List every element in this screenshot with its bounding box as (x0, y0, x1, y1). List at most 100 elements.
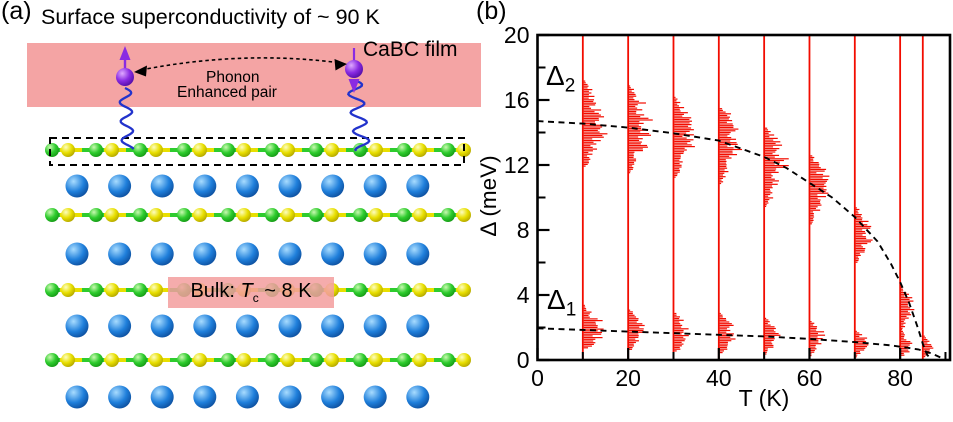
chain-atom-yellow (237, 208, 251, 222)
histogram-bar (628, 92, 635, 94)
histogram-bar (583, 342, 596, 344)
histogram-bar (764, 163, 775, 165)
histogram-T70 (855, 207, 873, 263)
histogram-bar (810, 192, 829, 194)
histogram-bar (674, 144, 692, 146)
chain-atom-yellow (413, 143, 427, 157)
ca-atom (406, 242, 430, 266)
histogram-T30 (674, 96, 695, 178)
chain-atom-green (89, 353, 103, 367)
histogram-bar (719, 125, 734, 127)
histogram-bar (583, 165, 586, 167)
histogram-bar (674, 147, 685, 149)
histogram-bar (855, 227, 871, 229)
chain-atom-yellow (61, 143, 75, 157)
histogram-bar (674, 312, 677, 315)
histogram-T70 (855, 330, 869, 358)
histogram-T40 (719, 108, 743, 185)
histogram-bar (810, 175, 830, 177)
histogram-bar (674, 112, 688, 114)
histogram-bar (628, 143, 641, 145)
histogram-bar (719, 164, 727, 166)
x-tick-label: 60 (797, 365, 823, 391)
histogram-bar (855, 251, 865, 253)
histogram-bar (719, 130, 736, 132)
histogram-bar (810, 197, 818, 199)
histogram-bar (855, 256, 859, 258)
histogram-bar (674, 100, 677, 102)
histogram-bar (719, 169, 725, 171)
histogram-bar (810, 173, 824, 176)
histogram-bar (900, 307, 911, 309)
histogram-bar (764, 136, 770, 138)
histogram-bar (764, 148, 780, 150)
histogram-bar (764, 173, 772, 175)
histogram-bar (900, 344, 910, 346)
histogram-bar (900, 349, 909, 351)
histogram-bar (855, 237, 867, 239)
electron-pair (116, 46, 363, 93)
histogram-bar (764, 165, 789, 167)
histogram-bar (628, 160, 637, 162)
histogram-bar (583, 320, 603, 322)
histogram-bar (719, 120, 733, 122)
gap-histogram-series (583, 80, 915, 329)
histogram-bar (674, 127, 692, 129)
histogram-bar (674, 329, 684, 332)
histogram-bar (628, 321, 637, 323)
histogram-bar (719, 138, 737, 140)
histogram-bar (674, 103, 678, 105)
histogram-bar (855, 212, 859, 214)
chain-atom-green (177, 143, 191, 157)
histogram-bar (719, 116, 730, 118)
histogram-bar (855, 236, 866, 238)
chain-atom-green (133, 143, 147, 157)
chain-atom-green (397, 283, 411, 297)
histogram-bar (764, 159, 784, 162)
histogram-bar (583, 163, 588, 165)
histogram-bar (674, 107, 685, 109)
histogram-bar (764, 331, 776, 333)
histogram-bar (719, 150, 733, 152)
histogram-bar (583, 85, 589, 87)
histogram-bar (719, 152, 733, 154)
histogram-bar (628, 90, 632, 92)
histogram-bar (900, 305, 909, 307)
chain-atom-yellow (369, 143, 383, 157)
histogram-bar (923, 342, 928, 344)
histogram-bar (810, 338, 823, 340)
histogram-bar (628, 343, 634, 345)
histogram-bar (855, 347, 866, 349)
histogram-bar (810, 162, 819, 164)
histogram-bar (923, 354, 927, 356)
histogram-bar (628, 139, 640, 141)
histogram-bar (674, 137, 687, 139)
chain-atom-green (353, 353, 367, 367)
histogram-bar (674, 142, 688, 144)
histogram-bar (583, 337, 603, 339)
histogram-bar (719, 167, 728, 169)
histogram-bar (628, 93, 636, 96)
ca-atom (363, 174, 387, 198)
histogram-bar (628, 331, 649, 333)
histogram-bar (810, 185, 827, 187)
histogram-bar (674, 110, 681, 112)
histogram-bar (674, 169, 680, 171)
histogram-bar (810, 167, 821, 169)
histogram-bar (810, 177, 823, 179)
ca-atom (235, 314, 259, 338)
histogram-bar (719, 323, 732, 325)
histogram-bar (719, 140, 731, 142)
histogram-bar (583, 153, 593, 155)
histogram-bar (628, 144, 648, 147)
y-tick-label: 12 (504, 152, 530, 178)
chain-atom-yellow (413, 208, 427, 222)
histogram-bar (900, 292, 907, 294)
histogram-bar (764, 176, 772, 179)
histogram-bar (719, 121, 727, 123)
histogram-bar (628, 172, 631, 174)
histogram-bar (583, 321, 596, 323)
histogram-bar (810, 194, 818, 196)
histogram-bar (719, 165, 727, 168)
